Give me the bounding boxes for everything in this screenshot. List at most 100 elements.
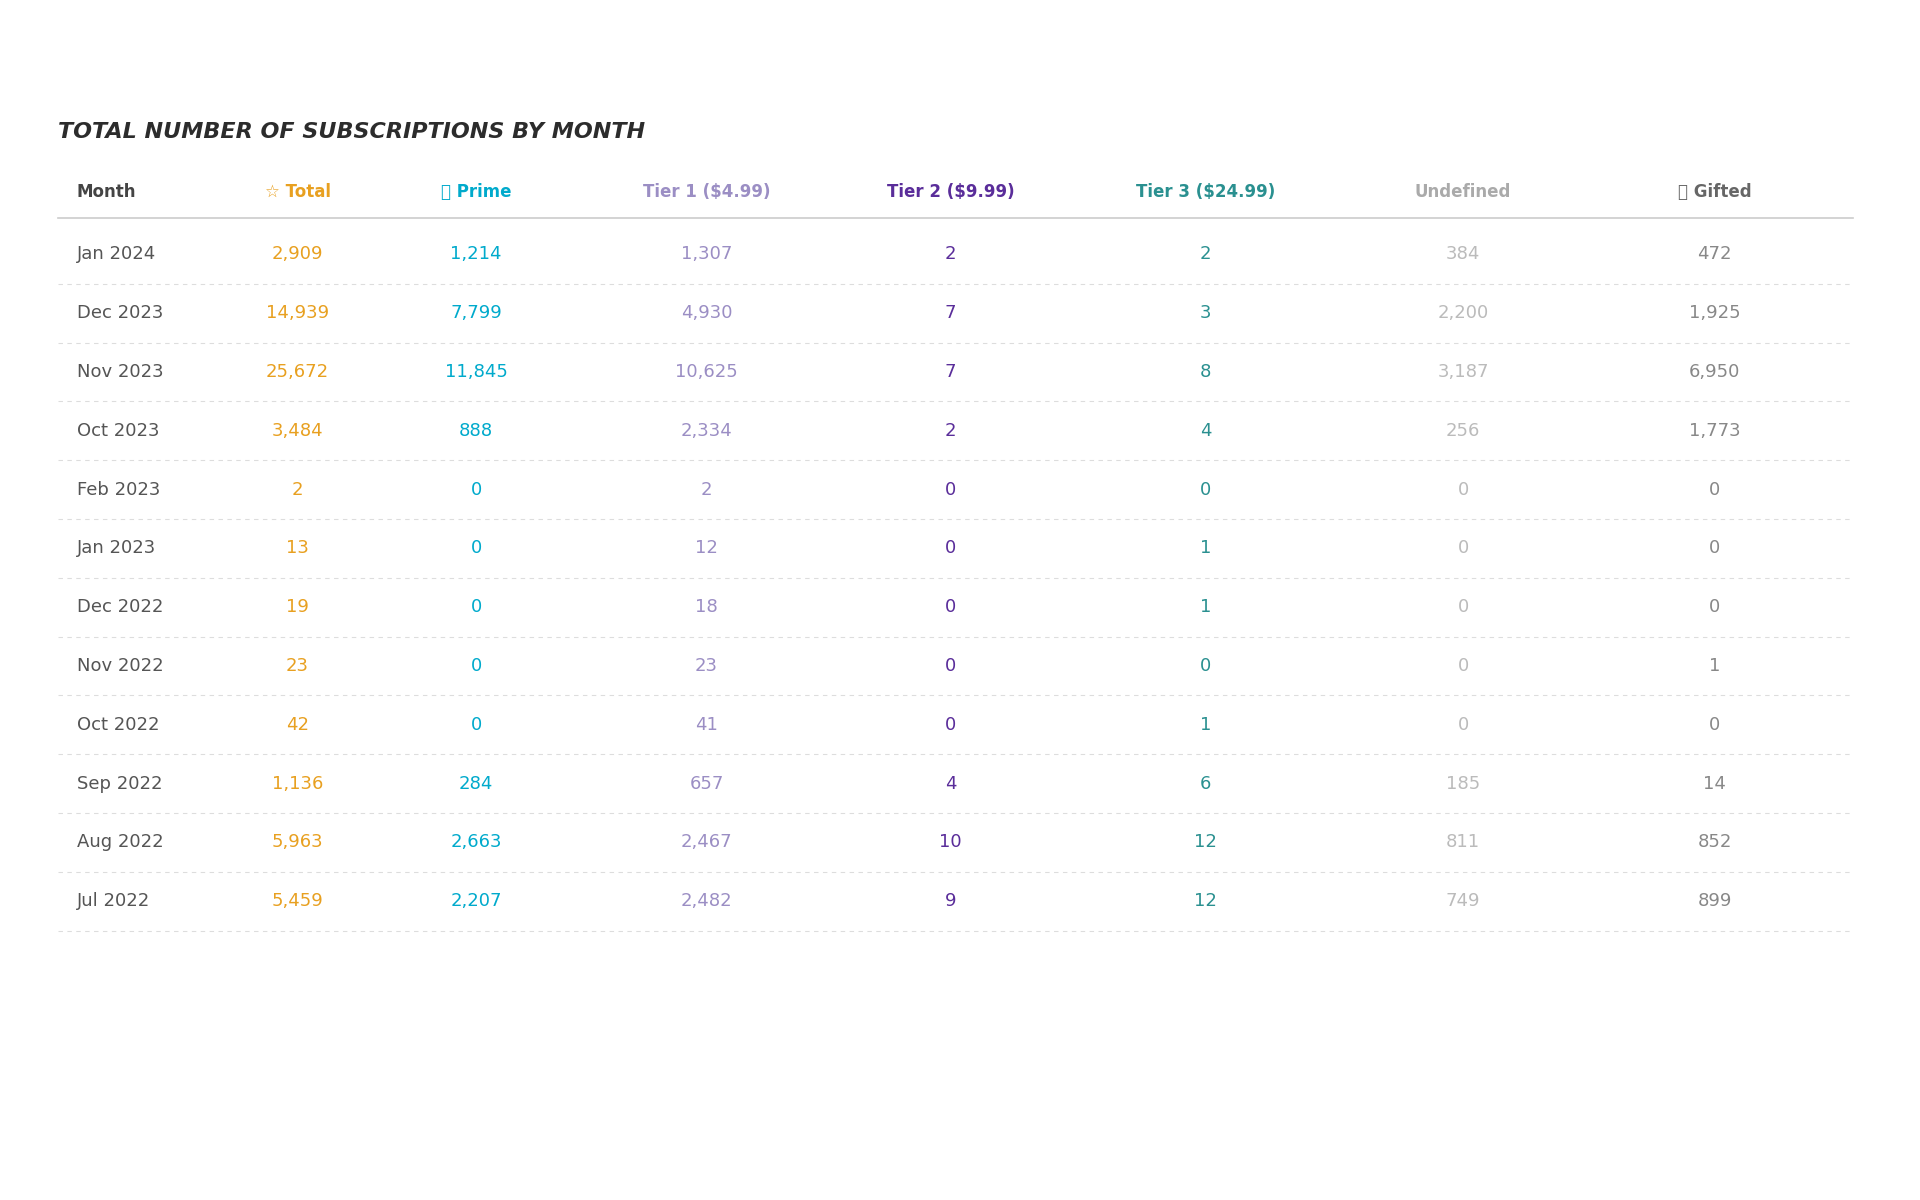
Text: ☆ Total: ☆ Total	[265, 182, 330, 200]
Text: 1,136: 1,136	[273, 775, 323, 792]
Text: Tier 3 ($24.99): Tier 3 ($24.99)	[1137, 182, 1275, 200]
Text: 852: 852	[1697, 833, 1732, 852]
Text: 2,909: 2,909	[273, 245, 323, 263]
Text: 23: 23	[286, 658, 309, 674]
Text: 0: 0	[1709, 480, 1720, 498]
Text: 6: 6	[1200, 775, 1212, 792]
Text: Nov 2022: Nov 2022	[77, 658, 163, 674]
Text: Tier 2 ($9.99): Tier 2 ($9.99)	[887, 182, 1014, 200]
Text: 18: 18	[695, 599, 718, 617]
Text: 0: 0	[1457, 658, 1469, 674]
Text: 1,773: 1,773	[1690, 421, 1740, 439]
Text: 19: 19	[286, 599, 309, 617]
Text: Dec 2023: Dec 2023	[77, 304, 163, 322]
Text: 2: 2	[292, 480, 303, 498]
Text: 5,459: 5,459	[273, 893, 323, 910]
Text: Ⓐ Prime: Ⓐ Prime	[442, 182, 511, 200]
Text: 12: 12	[1194, 893, 1217, 910]
Text: 10,625: 10,625	[676, 362, 737, 380]
Text: 2,334: 2,334	[682, 421, 732, 439]
Text: 888: 888	[459, 421, 493, 439]
Text: 3,484: 3,484	[273, 421, 323, 439]
Text: 1,214: 1,214	[451, 245, 501, 263]
Text: 1,925: 1,925	[1690, 304, 1740, 322]
Text: 0: 0	[1709, 715, 1720, 733]
Text: 2: 2	[945, 245, 956, 263]
Text: 0: 0	[470, 480, 482, 498]
Text: 🎁 Gifted: 🎁 Gifted	[1678, 182, 1751, 200]
Text: 41: 41	[695, 715, 718, 733]
Text: 11,845: 11,845	[445, 362, 507, 380]
Text: Feb 2023: Feb 2023	[77, 480, 159, 498]
Text: 1: 1	[1200, 599, 1212, 617]
Text: 4: 4	[1200, 421, 1212, 439]
Text: 9: 9	[945, 893, 956, 910]
Text: 0: 0	[470, 599, 482, 617]
Text: Jan 2024: Jan 2024	[77, 245, 156, 263]
Text: Oct 2022: Oct 2022	[77, 715, 159, 733]
Text: 2,207: 2,207	[451, 893, 501, 910]
Text: 3: 3	[1200, 304, 1212, 322]
Text: 0: 0	[1200, 480, 1212, 498]
Text: 14: 14	[1703, 775, 1726, 792]
Text: Aug 2022: Aug 2022	[77, 833, 163, 852]
Text: 899: 899	[1697, 893, 1732, 910]
Text: 0: 0	[1709, 599, 1720, 617]
Text: 472: 472	[1697, 245, 1732, 263]
Text: 0: 0	[945, 658, 956, 674]
Text: Jan 2023: Jan 2023	[77, 539, 156, 557]
Text: 0: 0	[1457, 480, 1469, 498]
Text: 0: 0	[945, 480, 956, 498]
Text: TOTAL NUMBER OF SUBSCRIPTIONS BY MONTH: TOTAL NUMBER OF SUBSCRIPTIONS BY MONTH	[58, 121, 645, 142]
Text: 7: 7	[945, 362, 956, 380]
Text: 2: 2	[1200, 245, 1212, 263]
Text: 4,930: 4,930	[682, 304, 732, 322]
Text: 12: 12	[695, 539, 718, 557]
Text: 0: 0	[470, 658, 482, 674]
Text: Jul 2022: Jul 2022	[77, 893, 150, 910]
Text: 12: 12	[1194, 833, 1217, 852]
Text: 42: 42	[286, 715, 309, 733]
Text: 0: 0	[945, 539, 956, 557]
Text: 2: 2	[945, 421, 956, 439]
Text: 2,467: 2,467	[682, 833, 732, 852]
Text: 1,307: 1,307	[682, 245, 732, 263]
Text: 4: 4	[945, 775, 956, 792]
Text: 8: 8	[1200, 362, 1212, 380]
Text: 2,200: 2,200	[1438, 304, 1488, 322]
Text: 0: 0	[1457, 539, 1469, 557]
Text: Dec 2022: Dec 2022	[77, 599, 163, 617]
Text: 657: 657	[689, 775, 724, 792]
Text: 7: 7	[945, 304, 956, 322]
Text: 0: 0	[945, 599, 956, 617]
Text: 7,799: 7,799	[451, 304, 501, 322]
Text: 0: 0	[1709, 539, 1720, 557]
Text: 5,963: 5,963	[273, 833, 323, 852]
Text: 1: 1	[1200, 539, 1212, 557]
Text: 811: 811	[1446, 833, 1480, 852]
Text: 284: 284	[459, 775, 493, 792]
Text: 256: 256	[1446, 421, 1480, 439]
Text: Oct 2023: Oct 2023	[77, 421, 159, 439]
Text: Nov 2023: Nov 2023	[77, 362, 163, 380]
Text: 23: 23	[695, 658, 718, 674]
Text: 0: 0	[945, 715, 956, 733]
Text: 3,187: 3,187	[1438, 362, 1488, 380]
Text: 10: 10	[939, 833, 962, 852]
Text: Tier 1 ($4.99): Tier 1 ($4.99)	[643, 182, 770, 200]
Text: 6,950: 6,950	[1690, 362, 1740, 380]
Text: 1: 1	[1200, 715, 1212, 733]
Text: 0: 0	[1457, 599, 1469, 617]
Text: Month: Month	[77, 182, 136, 200]
Text: 25,672: 25,672	[267, 362, 328, 380]
Text: 2,482: 2,482	[682, 893, 732, 910]
Text: 13: 13	[286, 539, 309, 557]
Text: Sep 2022: Sep 2022	[77, 775, 163, 792]
Text: 384: 384	[1446, 245, 1480, 263]
Text: 0: 0	[1200, 658, 1212, 674]
Text: 749: 749	[1446, 893, 1480, 910]
Text: 2,663: 2,663	[451, 833, 501, 852]
Text: 0: 0	[1457, 715, 1469, 733]
Text: 1: 1	[1709, 658, 1720, 674]
Text: 0: 0	[470, 539, 482, 557]
